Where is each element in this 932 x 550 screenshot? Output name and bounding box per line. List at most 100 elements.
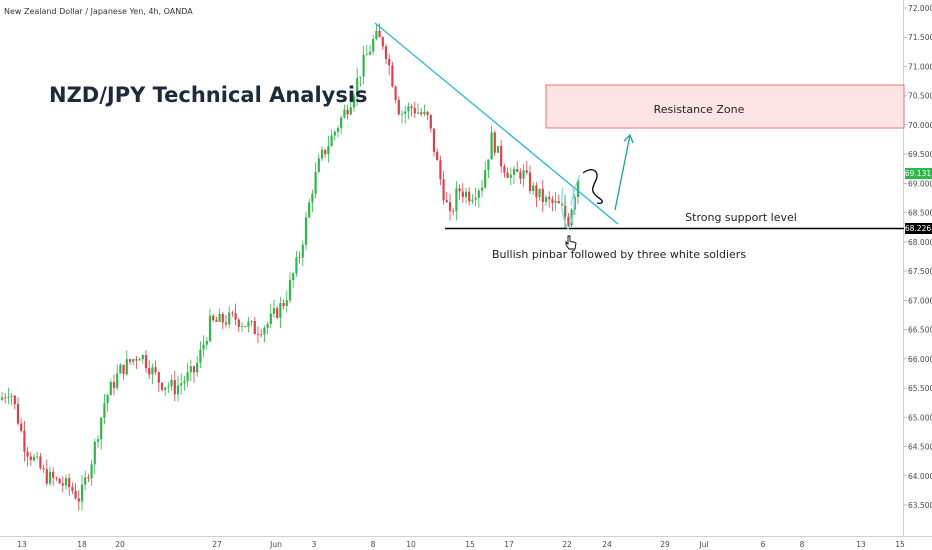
candle-body <box>525 170 528 173</box>
candle-body <box>196 362 199 373</box>
x-tick-label: 17 <box>504 540 514 549</box>
candle-body <box>154 367 157 373</box>
support-price-value: 68.226 <box>905 224 931 233</box>
candle-body <box>346 109 349 115</box>
candle-body <box>237 319 240 327</box>
candle-body <box>404 111 407 114</box>
candle-body <box>480 187 484 191</box>
candle-body <box>538 188 541 198</box>
candle-body <box>218 313 221 322</box>
hand-cursor-icon <box>565 235 577 250</box>
candle-body <box>48 471 52 484</box>
x-tick-label: 22 <box>562 540 572 549</box>
candle-body <box>39 456 42 469</box>
descending-trendline[interactable] <box>374 22 619 225</box>
candle-body <box>522 170 525 179</box>
candle-body <box>64 478 68 486</box>
y-tick-label: 70.500 <box>908 92 932 101</box>
candle-body <box>119 364 122 374</box>
time-axis[interactable]: 13 18 20 27 Jun 3 8 10 15 17 22 24 29 Jul 6 8 13 15 <box>17 540 905 549</box>
x-tick-label: Jul <box>698 540 708 549</box>
candle-body <box>26 451 29 457</box>
x-tick-label: 13 <box>17 540 27 549</box>
candle-body <box>167 386 170 388</box>
candle-body <box>327 146 330 155</box>
candle-body <box>330 135 333 147</box>
candle-body <box>138 359 141 361</box>
candle-body <box>503 166 506 173</box>
candle-body <box>272 308 276 314</box>
candle-body <box>407 106 410 112</box>
candle-body <box>157 372 160 383</box>
candle-body <box>32 456 36 461</box>
candle-body <box>16 404 20 424</box>
candle-body <box>298 257 301 259</box>
candle-body <box>352 96 356 108</box>
candle-body <box>445 200 448 203</box>
y-tick-label: 69.500 <box>908 150 932 159</box>
x-tick-label: 15 <box>465 540 475 549</box>
candle-body <box>221 313 224 323</box>
candle-body <box>372 39 375 52</box>
support-price-badge <box>905 223 932 234</box>
candle-body <box>464 191 468 197</box>
candle-body <box>317 158 320 172</box>
candle-body <box>551 199 554 203</box>
candle-body <box>263 327 266 335</box>
candle-body <box>288 280 292 301</box>
candle-body <box>436 151 439 161</box>
candle-body <box>410 106 413 109</box>
candle-body <box>468 191 471 202</box>
resistance-zone[interactable] <box>545 84 905 129</box>
y-tick-label: 69.000 <box>908 179 932 188</box>
candle-body <box>247 321 250 327</box>
candlestick-series <box>0 23 580 511</box>
y-tick-label: 65.000 <box>908 413 932 422</box>
price-axis[interactable]: 72.000 71.500 71.000 70.500 70.000 69.500 69.0… <box>903 4 932 510</box>
candle-body <box>381 37 384 47</box>
candle-body <box>61 483 64 486</box>
candle-body <box>96 439 100 442</box>
support-label: Strong support level <box>685 211 797 224</box>
candle-body <box>10 395 13 397</box>
y-tick-label: 67.000 <box>908 296 932 305</box>
candle-body <box>356 77 359 97</box>
candle-body <box>74 491 77 499</box>
candle-body <box>429 115 432 129</box>
x-tick-label: 10 <box>406 540 416 549</box>
candle-body <box>180 383 183 386</box>
squiggle-drawing <box>582 169 604 204</box>
y-tick-label: 71.000 <box>908 62 932 71</box>
x-tick-label: 15 <box>895 540 905 549</box>
candle-body <box>106 395 109 404</box>
candle-body <box>52 471 55 478</box>
y-tick-label: 71.500 <box>908 33 932 42</box>
candle-body <box>234 313 237 320</box>
candle-body <box>269 313 272 325</box>
candle-body <box>384 46 388 60</box>
candle-body <box>439 160 442 180</box>
candle-body <box>452 210 455 212</box>
candle-body <box>208 315 212 342</box>
candle-body <box>576 180 580 198</box>
candle-body <box>426 111 429 116</box>
x-tick-label: 29 <box>660 540 670 549</box>
candle-body <box>336 128 340 132</box>
candle-body <box>461 191 464 197</box>
x-tick-label: 8 <box>371 540 376 549</box>
candle-body <box>132 359 135 362</box>
y-tick-label: 65.500 <box>908 384 932 393</box>
candle-body <box>295 257 298 274</box>
candle-body <box>365 54 368 56</box>
candle-body <box>343 109 346 118</box>
candle-body <box>42 468 45 470</box>
candle-body <box>90 464 93 479</box>
candle-body <box>349 107 352 115</box>
candle-body <box>77 498 80 502</box>
candle-body <box>285 300 288 306</box>
candle-body <box>471 199 474 202</box>
candle-body <box>231 312 234 314</box>
candle-body <box>212 315 215 321</box>
candle-body <box>506 172 509 178</box>
